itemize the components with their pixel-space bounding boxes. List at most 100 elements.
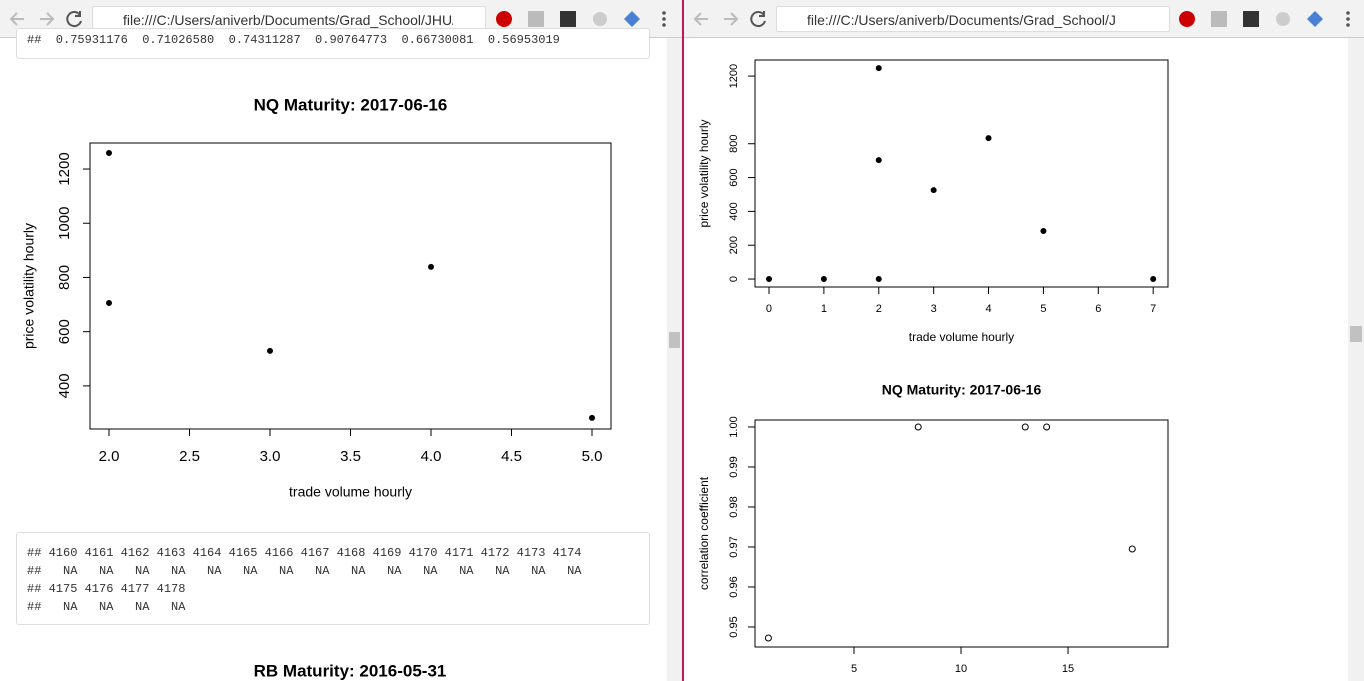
point bbox=[764, 634, 772, 642]
point bbox=[985, 135, 992, 142]
forward-button[interactable] bbox=[724, 12, 739, 26]
ext-icon[interactable] bbox=[1179, 11, 1195, 27]
x-tick-label: 4.0 bbox=[421, 448, 442, 465]
y-tick-label: 0.95 bbox=[728, 616, 740, 637]
window-divider bbox=[682, 0, 684, 681]
menu-button[interactable] bbox=[662, 11, 666, 27]
chart-title: NQ Maturity: 2017-06-16 bbox=[882, 382, 1042, 398]
toolbar-icons bbox=[693, 11, 1350, 28]
x-tick-label: 4.5 bbox=[501, 448, 522, 465]
x-tick-label: 7 bbox=[1150, 303, 1156, 315]
point bbox=[105, 150, 112, 157]
point bbox=[589, 414, 596, 421]
y-tick-label: 400 bbox=[728, 202, 740, 220]
y-tick-label: 600 bbox=[56, 319, 73, 344]
x-tick-label: 5.0 bbox=[582, 448, 603, 465]
scroll-thumb[interactable] bbox=[1350, 326, 1362, 342]
chart-title: NQ Maturity: 2017-06-16 bbox=[254, 95, 448, 114]
code-output: ## 0.75931176 0.71026580 0.74311287 0.90… bbox=[16, 28, 650, 59]
y-tick-label: 1200 bbox=[728, 64, 740, 88]
y-axis-label: price volatility hourly bbox=[21, 223, 37, 349]
point bbox=[1043, 423, 1051, 431]
point bbox=[1150, 276, 1157, 283]
ext-icon[interactable] bbox=[1211, 11, 1227, 27]
section-heading: RB Maturity: 2016-05-31 bbox=[254, 661, 447, 680]
url: file:///C:/Users/aniverb/Documents/Grad_… bbox=[123, 12, 453, 28]
toolbar-icons bbox=[9, 11, 666, 28]
x-tick-label: 3.5 bbox=[340, 448, 361, 465]
x-tick-label: 4 bbox=[985, 303, 991, 315]
code-line: ## NA NA NA NA NA NA NA NA NA NA NA NA N… bbox=[27, 564, 582, 578]
x-tick-label: 15 bbox=[1062, 663, 1074, 675]
code-output: ## 4160 4161 4162 4163 4164 4165 4166 41… bbox=[16, 532, 650, 625]
code-line: ## 4175 4176 4177 4178 bbox=[27, 582, 186, 596]
x-tick-label: 0 bbox=[766, 303, 772, 315]
forward-button[interactable] bbox=[40, 12, 55, 26]
ext-icon[interactable] bbox=[593, 12, 607, 26]
code-line: ## NA NA NA NA bbox=[27, 600, 186, 614]
address-bar[interactable]: file:///C:/Users/aniverb/Documents/Grad_… bbox=[92, 6, 486, 32]
url: file:///C:/Users/aniverb/Documents/Grad_… bbox=[807, 12, 1117, 28]
y-tick-label: 1200 bbox=[56, 152, 73, 185]
ext-icon[interactable] bbox=[1307, 11, 1323, 27]
y-tick-label: 600 bbox=[728, 168, 740, 186]
point bbox=[765, 276, 772, 283]
code-line: ## 4160 4161 4162 4163 4164 4165 4166 41… bbox=[27, 546, 582, 560]
address-bar[interactable]: file:///C:/Users/aniverb/Documents/Grad_… bbox=[776, 6, 1170, 32]
x-tick-label: 10 bbox=[955, 663, 967, 675]
x-tick-label: 3 bbox=[931, 303, 937, 315]
point bbox=[875, 65, 882, 72]
point bbox=[428, 263, 435, 270]
y-tick-label: 800 bbox=[728, 135, 740, 153]
y-tick-label: 800 bbox=[56, 265, 73, 290]
back-button[interactable] bbox=[9, 12, 24, 26]
y-tick-label: 0.99 bbox=[728, 456, 740, 477]
reload-button[interactable] bbox=[66, 11, 82, 28]
y-tick-label: 0.98 bbox=[728, 496, 740, 517]
y-axis-label: correlation coefficient bbox=[697, 476, 711, 590]
plot-box bbox=[754, 419, 1169, 648]
x-axis-label: trade volume hourly bbox=[909, 330, 1014, 344]
x-tick-label: 1 bbox=[821, 303, 827, 315]
point bbox=[1128, 545, 1136, 553]
point bbox=[1040, 228, 1047, 235]
back-button[interactable] bbox=[693, 12, 708, 26]
y-tick-label: 400 bbox=[56, 373, 73, 398]
ext-icon[interactable] bbox=[1276, 12, 1290, 26]
y-axis-label: price volatility hourly bbox=[697, 119, 711, 227]
scrollbar[interactable] bbox=[1348, 38, 1364, 681]
x-axis-label: trade volume hourly bbox=[289, 484, 412, 500]
scrollbar[interactable] bbox=[667, 38, 682, 681]
y-tick-label: 0.97 bbox=[728, 536, 740, 557]
x-tick-label: 2 bbox=[876, 303, 882, 315]
point bbox=[820, 276, 827, 283]
point bbox=[1021, 423, 1029, 431]
ext-icon[interactable] bbox=[528, 11, 544, 27]
code-lines: ## 4160 4161 4162 4163 4164 4165 4166 41… bbox=[27, 544, 582, 616]
ext-icon[interactable] bbox=[496, 11, 512, 27]
point bbox=[266, 347, 273, 354]
plot-box bbox=[754, 59, 1169, 288]
x-tick-label: 5 bbox=[1040, 303, 1046, 315]
point bbox=[930, 187, 937, 194]
plot-box bbox=[89, 142, 612, 430]
point bbox=[875, 276, 882, 283]
ext-icon[interactable] bbox=[624, 11, 640, 27]
x-tick-label: 2.0 bbox=[99, 448, 120, 465]
point bbox=[875, 157, 882, 164]
menu-button[interactable] bbox=[1346, 11, 1350, 27]
y-tick-label: 1.00 bbox=[728, 416, 740, 437]
point bbox=[914, 423, 922, 431]
y-tick-label: 0 bbox=[728, 276, 740, 282]
scroll-thumb[interactable] bbox=[669, 332, 680, 348]
y-tick-label: 1000 bbox=[56, 207, 73, 240]
toolbar: file:///C:/Users/aniverb/Documents/Grad_… bbox=[684, 0, 1364, 38]
point bbox=[105, 299, 112, 306]
x-tick-label: 2.5 bbox=[179, 448, 200, 465]
x-tick-label: 3.0 bbox=[260, 448, 281, 465]
ext-icon[interactable] bbox=[1243, 11, 1259, 27]
reload-button[interactable] bbox=[750, 11, 766, 28]
code-line: ## 0.75931176 0.71026580 0.74311287 0.90… bbox=[27, 33, 560, 47]
ext-icon[interactable] bbox=[560, 11, 576, 27]
